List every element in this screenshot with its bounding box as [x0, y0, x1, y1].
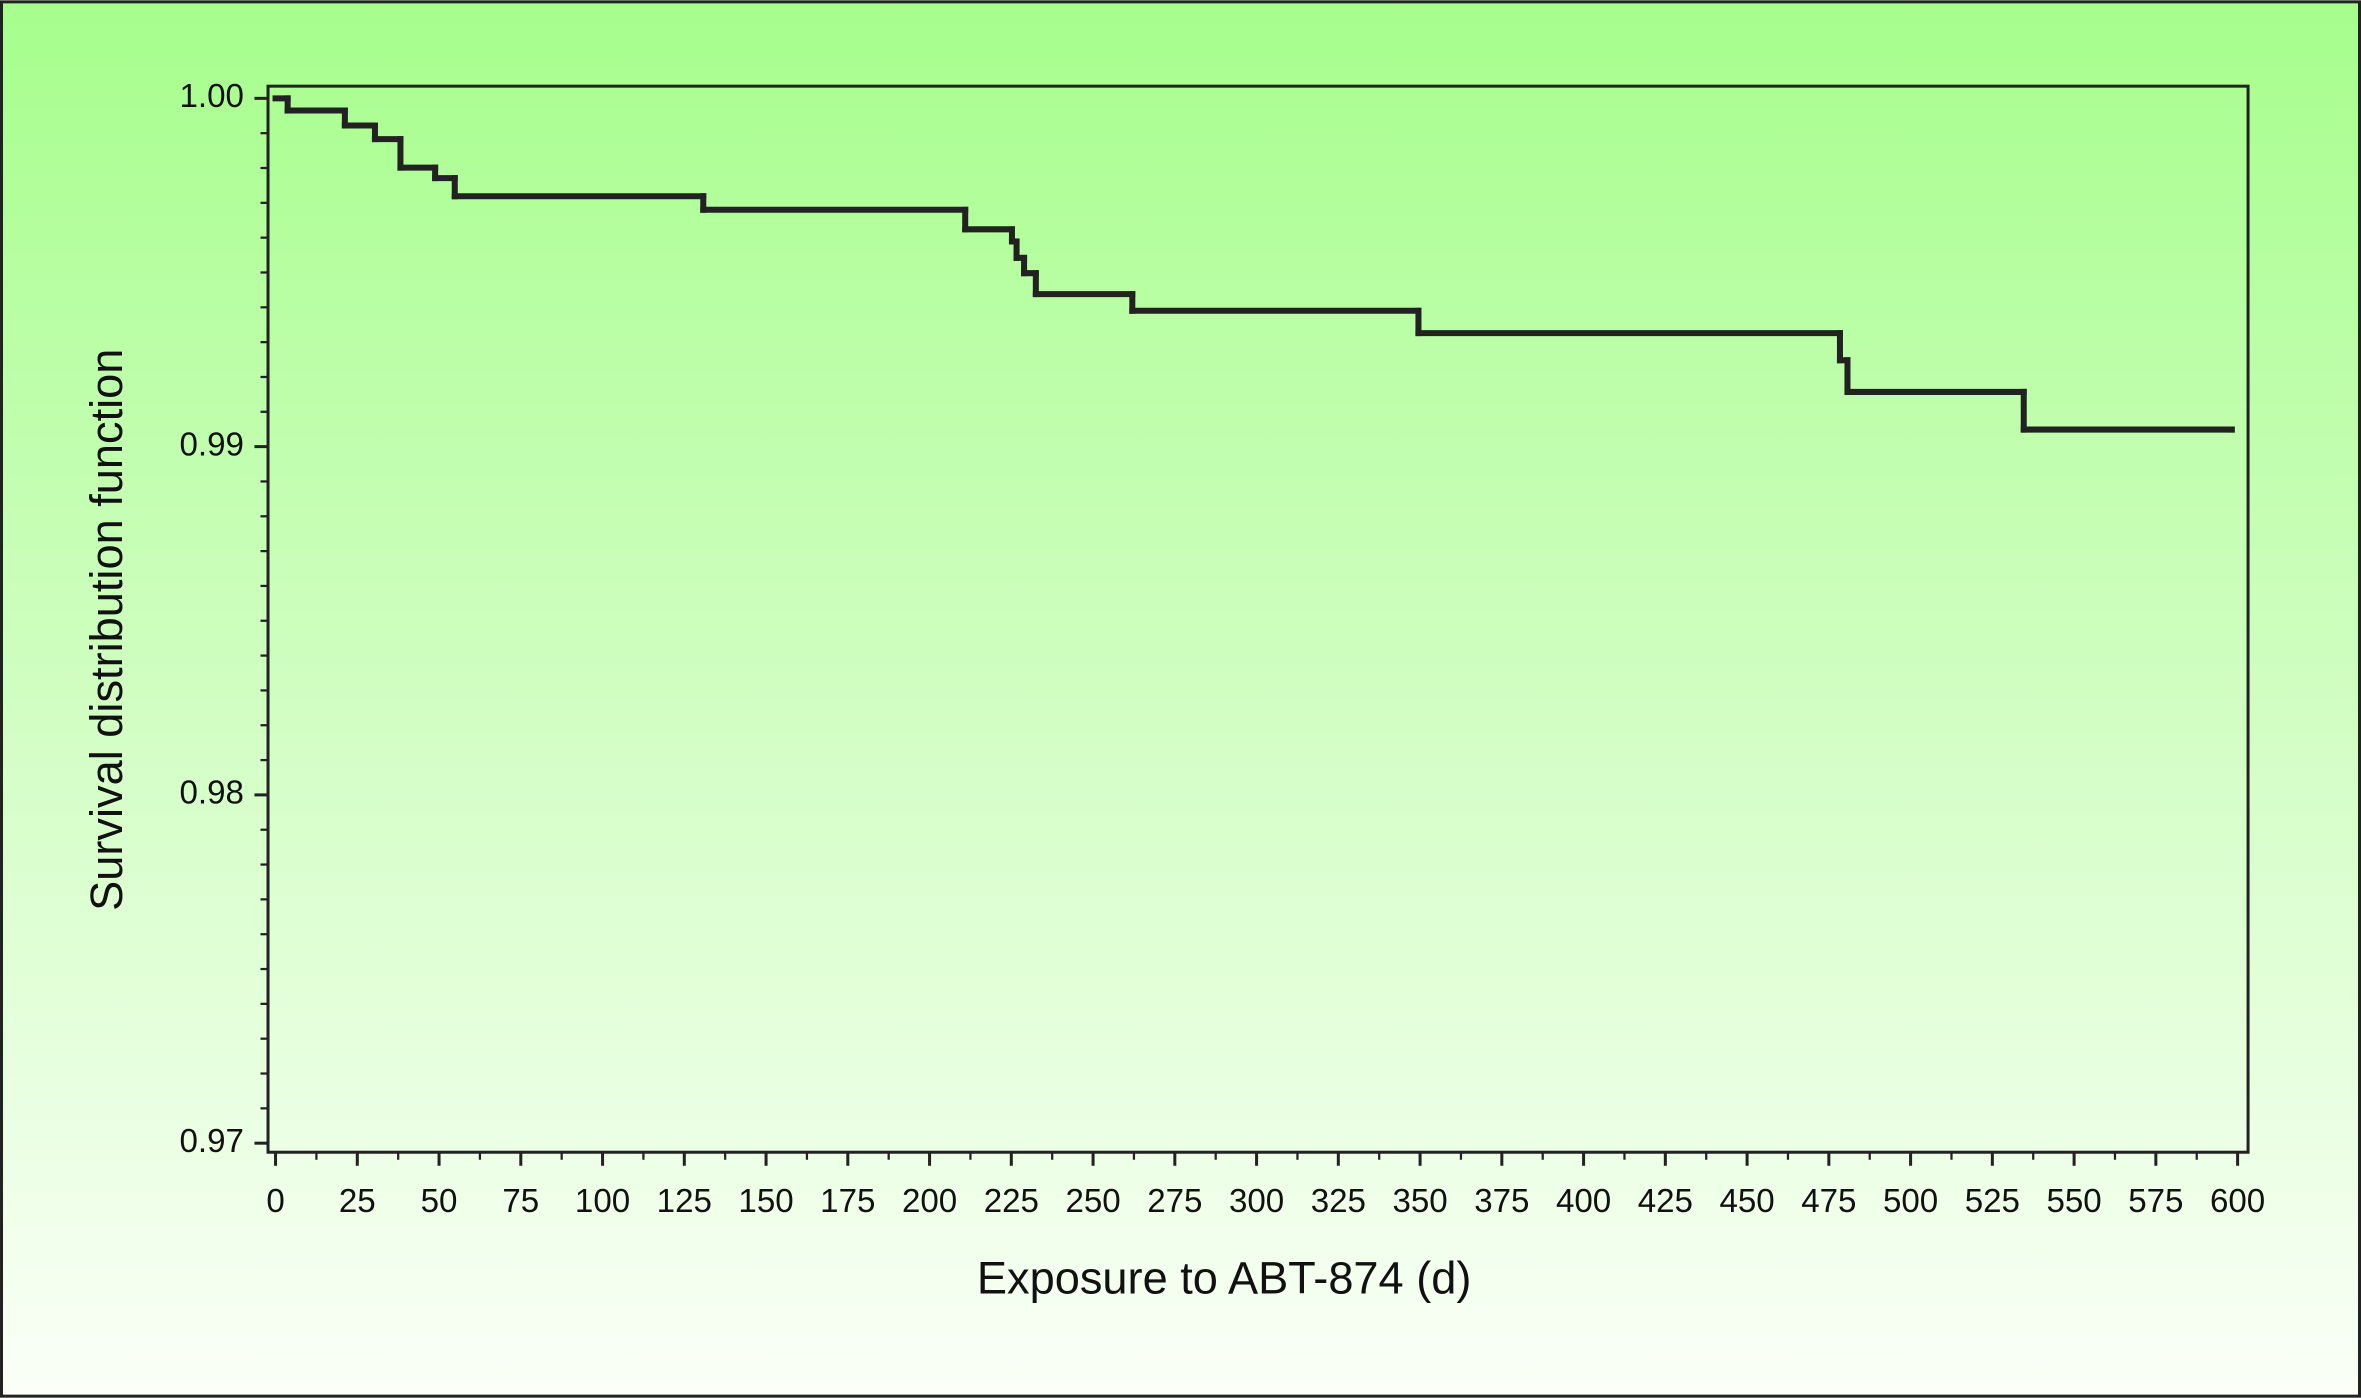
y-tick-label: 0.99 — [179, 426, 243, 463]
x-tick-label: 150 — [738, 1183, 793, 1220]
x-tick-label: 475 — [1801, 1183, 1856, 1220]
x-axis-title: Exposure to ABT-874 (d) — [977, 1253, 1471, 1304]
y-tick-label: 0.97 — [179, 1123, 243, 1160]
x-tick-label: 175 — [820, 1183, 875, 1220]
x-tick-label: 75 — [502, 1183, 539, 1220]
x-tick-label: 0 — [266, 1183, 284, 1220]
x-tick-label: 100 — [575, 1183, 630, 1220]
x-tick-label: 325 — [1311, 1183, 1366, 1220]
x-tick-label: 375 — [1474, 1183, 1529, 1220]
x-tick-label: 450 — [1719, 1183, 1774, 1220]
x-tick-label: 500 — [1883, 1183, 1938, 1220]
x-tick-label: 50 — [421, 1183, 458, 1220]
x-tick-label: 125 — [657, 1183, 712, 1220]
x-tick-label: 425 — [1638, 1183, 1693, 1220]
y-tick-label: 1.00 — [179, 78, 243, 115]
x-tick-label: 200 — [902, 1183, 957, 1220]
x-tick-label: 550 — [2046, 1183, 2101, 1220]
x-tick-label: 350 — [1392, 1183, 1447, 1220]
x-tick-label: 275 — [1147, 1183, 1202, 1220]
x-tick-label: 400 — [1556, 1183, 1611, 1220]
x-tick-label: 575 — [2128, 1183, 2183, 1220]
y-tick-label: 0.98 — [179, 775, 243, 812]
x-tick-label: 225 — [984, 1183, 1039, 1220]
x-tick-label: 25 — [339, 1183, 376, 1220]
x-tick-label: 250 — [1065, 1183, 1120, 1220]
x-tick-label: 300 — [1229, 1183, 1284, 1220]
y-axis-title: Survival distribution function — [81, 349, 132, 911]
x-tick-label: 600 — [2210, 1183, 2265, 1220]
x-tick-label: 525 — [1965, 1183, 2020, 1220]
